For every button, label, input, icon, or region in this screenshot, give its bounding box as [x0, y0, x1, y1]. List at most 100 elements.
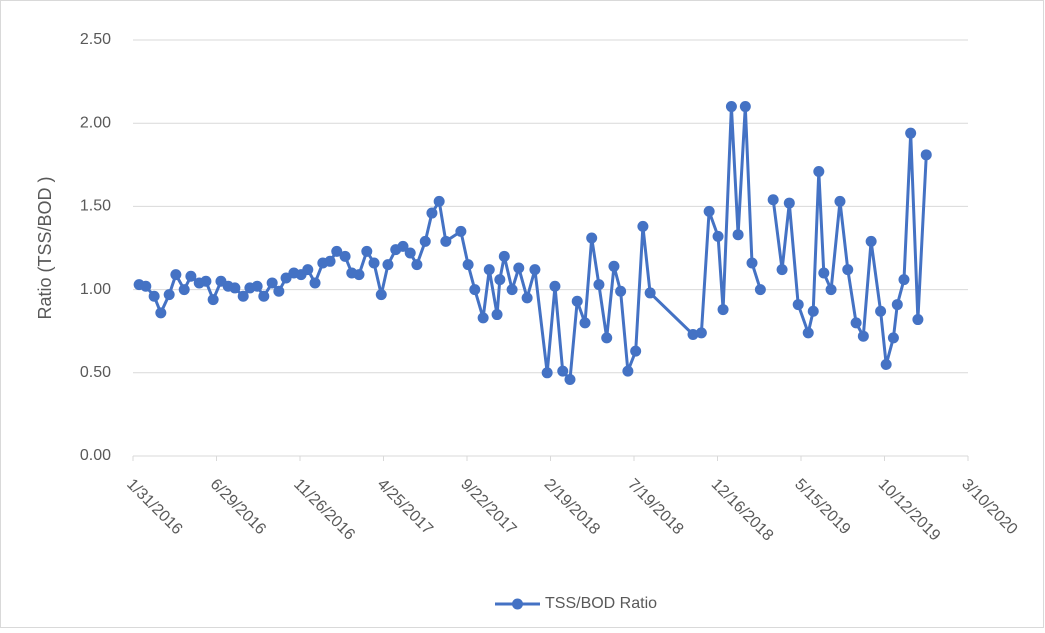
data-point: [280, 272, 292, 284]
y-tick-label: 0.00: [80, 447, 111, 464]
data-point: [440, 235, 452, 247]
data-point: [229, 282, 241, 294]
data-point: [725, 101, 737, 113]
data-point: [491, 309, 503, 321]
data-point: [148, 290, 160, 302]
data-point: [529, 264, 541, 276]
data-point: [237, 290, 249, 302]
data-point: [564, 373, 576, 385]
data-point: [813, 165, 825, 177]
data-point: [630, 345, 642, 357]
data-point: [549, 280, 561, 292]
data-point: [717, 304, 729, 316]
data-point: [593, 279, 605, 291]
data-point: [732, 229, 744, 241]
data-point: [498, 250, 510, 262]
data-point: [477, 312, 489, 324]
data-point: [754, 284, 766, 296]
data-point: [411, 259, 423, 271]
data-point: [615, 285, 627, 297]
data-point: [880, 358, 892, 370]
data-point: [324, 255, 336, 267]
data-point: [586, 232, 598, 244]
data-point: [541, 367, 553, 379]
data-point: [419, 235, 431, 247]
data-point: [258, 290, 270, 302]
data-point: [483, 264, 495, 276]
data-point: [818, 267, 830, 279]
data-point: [353, 269, 365, 281]
data-point: [557, 365, 569, 377]
data-point: [368, 257, 380, 269]
data-point: [404, 247, 416, 259]
data-point: [746, 257, 758, 269]
data-point: [266, 277, 278, 289]
data-point: [462, 259, 474, 271]
data-point: [712, 230, 724, 242]
data-point: [776, 264, 788, 276]
data-point: [825, 284, 837, 296]
data-point: [875, 305, 887, 317]
y-axis-title: Ratio (TSS/BOD ): [35, 176, 55, 319]
data-point: [783, 197, 795, 209]
data-point: [905, 127, 917, 139]
data-point: [251, 280, 263, 292]
data-point: [207, 294, 219, 306]
data-point: [200, 275, 212, 287]
data-point: [309, 277, 321, 289]
data-point: [802, 327, 814, 339]
data-point: [521, 292, 533, 304]
data-point: [644, 287, 656, 299]
data-point: [433, 195, 445, 207]
data-point: [140, 280, 152, 292]
data-point: [608, 260, 620, 272]
data-point: [273, 285, 285, 297]
data-point: [912, 314, 924, 326]
data-point: [842, 264, 854, 276]
data-point: [170, 269, 182, 281]
data-point: [302, 264, 314, 276]
data-point: [163, 289, 175, 301]
data-point: [579, 317, 591, 329]
data-point: [382, 259, 394, 271]
legend-marker: [512, 598, 523, 610]
data-point: [767, 194, 779, 206]
data-point: [185, 270, 197, 282]
y-tick-label: 2.00: [80, 114, 111, 131]
data-point: [637, 220, 649, 232]
data-point: [703, 205, 715, 217]
y-tick-label: 2.50: [80, 31, 111, 48]
data-point: [601, 332, 613, 344]
data-point: [455, 225, 467, 237]
data-point: [898, 274, 910, 286]
data-point: [469, 284, 481, 296]
data-point: [513, 262, 525, 274]
data-point: [155, 307, 167, 319]
data-point: [792, 299, 804, 311]
data-point: [571, 295, 583, 307]
data-point: [397, 240, 409, 252]
data-point: [331, 245, 343, 257]
data-point: [891, 299, 903, 311]
data-point: [807, 305, 819, 317]
data-point: [865, 235, 877, 247]
data-point: [695, 327, 707, 339]
data-point: [426, 207, 438, 219]
data-point: [339, 250, 351, 262]
data-point: [857, 330, 869, 342]
y-tick-label: 0.50: [80, 364, 111, 381]
data-point: [494, 274, 506, 286]
legend-label: TSS/BOD Ratio: [545, 595, 657, 612]
y-tick-label: 1.00: [80, 281, 111, 298]
y-tick-label: 1.50: [80, 198, 111, 215]
data-point: [375, 289, 387, 301]
data-point: [178, 284, 190, 296]
data-point: [687, 329, 699, 341]
data-point: [506, 284, 518, 296]
data-point: [834, 195, 846, 207]
data-point: [361, 245, 373, 257]
data-point: [622, 365, 634, 377]
data-point: [850, 317, 862, 329]
